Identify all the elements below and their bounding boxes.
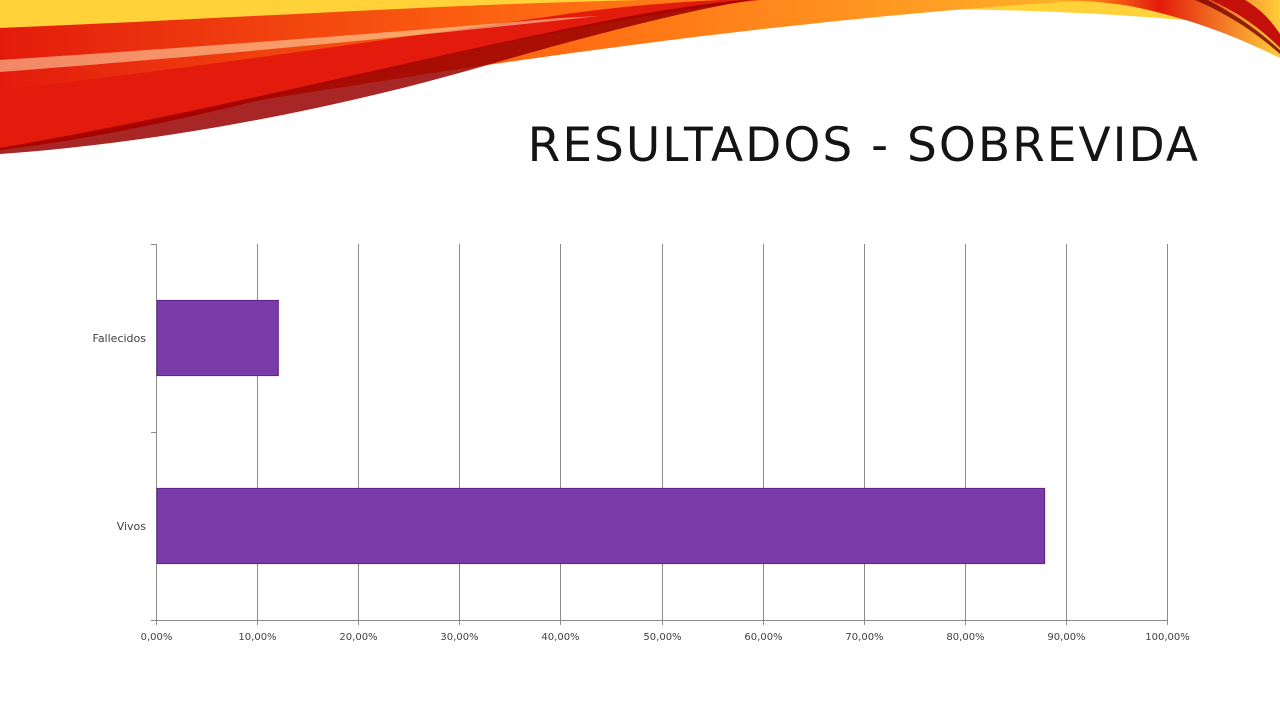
x-tick-label: 40,00% bbox=[541, 632, 579, 643]
x-tick-label: 70,00% bbox=[845, 632, 883, 643]
swoosh-right-red bbox=[1210, 0, 1280, 48]
category-label: Fallecidos bbox=[93, 332, 147, 345]
x-tick-label: 60,00% bbox=[744, 632, 782, 643]
bar-vivos bbox=[156, 487, 1046, 565]
swoosh-orange-band bbox=[0, 0, 1100, 138]
axes bbox=[151, 244, 1168, 625]
x-tick-label: 50,00% bbox=[643, 632, 681, 643]
labels: 0,00% 10,00% 20,00% 30,00% 40,00% 50,00% 60,00… bbox=[93, 332, 1190, 643]
category-label: Vivos bbox=[117, 520, 147, 533]
swoosh-dark-streak bbox=[0, 0, 752, 154]
swoosh-light-streak bbox=[0, 16, 600, 72]
x-tick-label: 100,00% bbox=[1145, 632, 1190, 643]
x-tick-label: 20,00% bbox=[339, 632, 377, 643]
slide-title: RESULTADOS - SOBREVIDA bbox=[527, 118, 1200, 173]
x-tick-label: 80,00% bbox=[946, 632, 984, 643]
swoosh-right-gold bbox=[980, 0, 1280, 58]
x-tick-label: 0,00% bbox=[141, 632, 173, 643]
x-tick-label: 30,00% bbox=[440, 632, 478, 643]
x-tick-label: 90,00% bbox=[1047, 632, 1085, 643]
decorative-swoosh-banner bbox=[0, 0, 1280, 154]
bar-fallecidos bbox=[156, 299, 279, 377]
bars bbox=[156, 299, 1046, 565]
x-tick-label: 10,00% bbox=[238, 632, 276, 643]
